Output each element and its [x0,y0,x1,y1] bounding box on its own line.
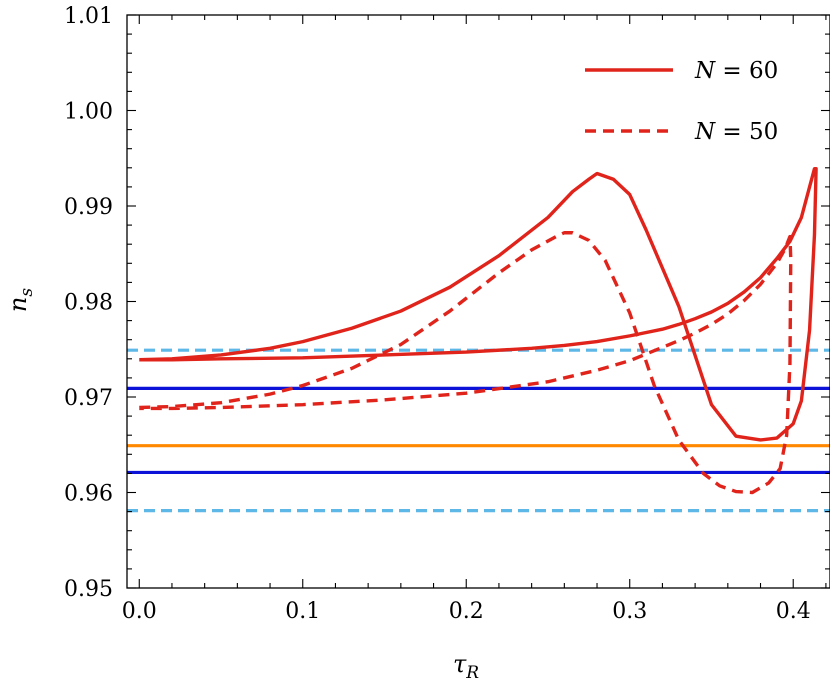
y-tick-label: 0.97 [64,386,113,411]
x-tick-label: 0.4 [776,599,811,624]
y-tick-label: 0.98 [64,291,113,316]
y-axis-label: ns [4,288,37,312]
y-axis-label-main: n [4,297,32,312]
x-tick-label: 0.3 [612,599,647,624]
y-tick-label: 0.96 [64,482,113,507]
y-tick-label: 0.95 [64,577,113,602]
legend: N = 60N = 50 [585,58,778,145]
x-axis-label-main: τ [453,650,467,678]
y-axis-label-sub: s [17,288,37,297]
series-lines [139,167,818,495]
legend-label-1: N = 60 [694,58,778,84]
x-tick-label: 0.2 [449,599,484,624]
x-tick-label: 0.0 [122,599,157,624]
reference-lines [127,348,830,513]
y-tick-label: 1.00 [64,100,113,125]
legend-label-2: N = 50 [694,119,778,145]
series-line-1 [139,167,818,442]
x-tick-labels: 0.0 0.1 0.2 0.3 0.4 [122,599,811,624]
y-tick-label: 0.99 [64,195,113,220]
y-tick-label: 1.01 [64,4,113,29]
axis-ticks [127,14,830,589]
x-tick-label: 0.1 [285,599,320,624]
x-axis-label-sub: R [465,663,479,683]
legend-label-var: N [694,58,716,84]
series-line-2 [139,231,793,495]
plot-frame [126,14,830,589]
x-axis-label: τR [453,650,479,683]
legend-label-eq: = 60 [715,58,778,84]
legend-label-eq: = 50 [715,119,778,145]
y-tick-labels: 0.95 0.96 0.97 0.98 0.99 1.00 1.01 [64,4,113,602]
legend-label-var: N [694,119,716,145]
